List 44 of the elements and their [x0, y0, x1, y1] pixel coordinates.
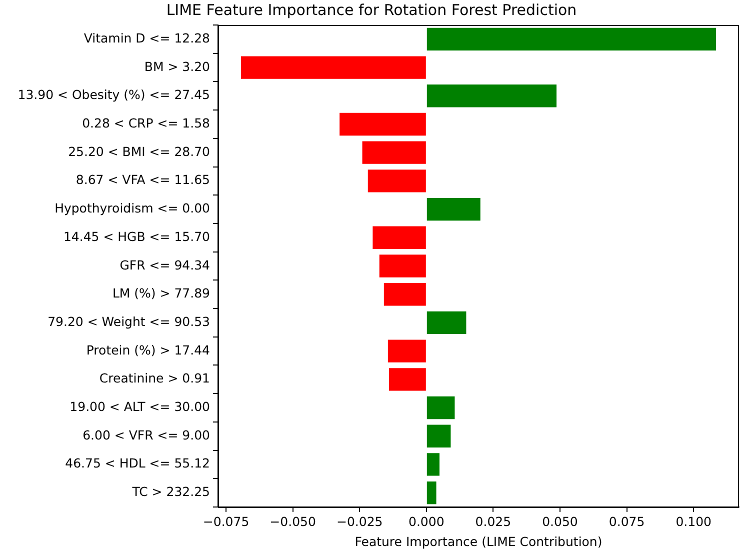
- bar: [426, 481, 436, 504]
- y-tick-label: GFR <= 94.34: [120, 257, 210, 272]
- x-axis-title: Feature Importance (LIME Contribution): [354, 534, 602, 549]
- x-tick-label: −0.025: [336, 514, 383, 529]
- y-tick-label: 0.28 < CRP <= 1.58: [82, 115, 210, 130]
- x-tick-label: 0.000: [408, 514, 444, 529]
- bar: [379, 254, 426, 278]
- bar: [388, 340, 426, 362]
- bar: [372, 226, 426, 249]
- bar: [362, 141, 426, 164]
- y-tick-label: 8.67 < VFA <= 11.65: [76, 172, 210, 188]
- x-tick-label: −0.050: [270, 514, 316, 529]
- bar: [426, 453, 440, 476]
- bar: [426, 424, 451, 448]
- y-tick-label: Vitamin D <= 12.28: [84, 30, 210, 46]
- y-tick-label: 13.90 < Obesity (%) <= 27.45: [18, 87, 210, 102]
- bar: [384, 283, 426, 306]
- bar: [340, 112, 426, 136]
- bar: [388, 368, 426, 391]
- x-tick-label: 0.100: [676, 514, 712, 529]
- bar: [426, 311, 466, 334]
- x-tick-label: 0.025: [475, 514, 512, 529]
- y-tick-label: LM (%) > 77.89: [112, 286, 210, 301]
- bar: [240, 56, 426, 79]
- y-tick-label: BM > 3.20: [144, 58, 210, 74]
- chart-title: LIME Feature Importance for Rotation Forest Prediction: [166, 0, 577, 19]
- y-tick-label: 79.20 < Weight <= 90.53: [48, 314, 210, 329]
- y-tick-label: 6.00 < VFR <= 9.00: [82, 427, 210, 442]
- y-tick-label: 19.00 < ALT <= 30.00: [70, 399, 210, 414]
- y-tick-label: Protein (%) > 17.44: [86, 342, 210, 358]
- y-tick-label: 46.75 < HDL <= 55.12: [65, 456, 210, 471]
- y-tick-label: TC > 232.25: [131, 484, 210, 500]
- x-tick-label: 0.050: [542, 514, 578, 529]
- bar: [426, 84, 557, 108]
- y-tick-label: Hypothyroidism <= 0.00: [54, 200, 210, 216]
- bar: [426, 198, 480, 221]
- y-tick-label: 14.45 < HGB <= 15.70: [63, 228, 210, 244]
- x-tick-label: −0.075: [202, 514, 250, 529]
- y-tick-label: 25.20 < BMI <= 28.70: [68, 144, 210, 159]
- bar: [368, 170, 426, 192]
- y-tick-label: Creatinine > 0.91: [99, 370, 210, 386]
- x-tick-label: 0.075: [608, 514, 645, 529]
- bar: [426, 28, 716, 51]
- bar: [426, 396, 455, 420]
